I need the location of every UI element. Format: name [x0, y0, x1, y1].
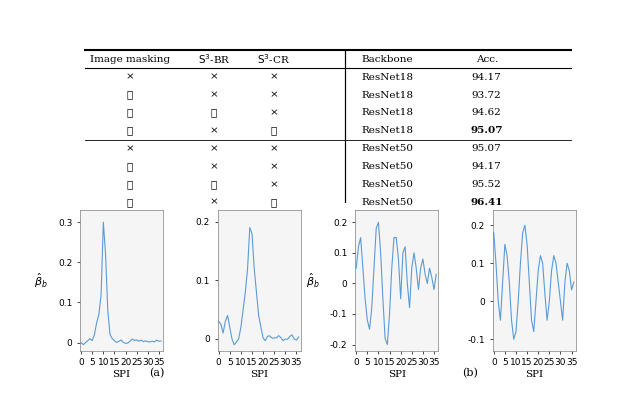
Text: 94.62: 94.62	[472, 108, 502, 117]
Text: ✓: ✓	[127, 162, 132, 171]
X-axis label: SPI: SPI	[525, 370, 543, 379]
Text: ×: ×	[209, 162, 218, 171]
Text: ×: ×	[269, 91, 278, 100]
Text: $\mathrm{S}^3$-BR: $\mathrm{S}^3$-BR	[198, 52, 230, 66]
Text: (a): (a)	[149, 368, 164, 378]
Text: ResNet18: ResNet18	[362, 108, 413, 117]
Text: ✓: ✓	[127, 198, 132, 207]
Text: ✓: ✓	[270, 126, 276, 135]
Text: ×: ×	[209, 91, 218, 100]
Text: ResNet50: ResNet50	[362, 180, 413, 189]
Text: ResNet50: ResNet50	[362, 144, 413, 153]
X-axis label: SPI: SPI	[113, 370, 131, 379]
Text: (b): (b)	[463, 368, 478, 378]
Text: ✓: ✓	[211, 180, 217, 189]
Text: ResNet18: ResNet18	[362, 91, 413, 100]
Text: ResNet50: ResNet50	[362, 162, 413, 171]
Text: ResNet18: ResNet18	[362, 72, 413, 82]
Text: ×: ×	[269, 144, 278, 153]
Text: ✓: ✓	[270, 198, 276, 207]
Text: ✓: ✓	[127, 91, 132, 100]
Text: ×: ×	[125, 144, 134, 153]
Text: ✓: ✓	[127, 108, 132, 117]
X-axis label: SPI: SPI	[388, 370, 406, 379]
Text: Acc.: Acc.	[476, 55, 498, 64]
Text: Image masking: Image masking	[90, 55, 170, 64]
Text: 94.17: 94.17	[472, 162, 502, 171]
Text: ×: ×	[269, 72, 278, 82]
Text: ×: ×	[269, 108, 278, 117]
Text: $\mathrm{S}^3$-CR: $\mathrm{S}^3$-CR	[257, 52, 290, 66]
Text: 95.07: 95.07	[472, 144, 502, 153]
Text: ×: ×	[209, 198, 218, 207]
Text: ResNet50: ResNet50	[362, 198, 413, 207]
Text: ✓: ✓	[127, 126, 132, 135]
Text: ×: ×	[209, 144, 218, 153]
Text: ✓: ✓	[211, 108, 217, 117]
Text: ×: ×	[125, 72, 134, 82]
Text: ×: ×	[269, 180, 278, 189]
Text: Backbone: Backbone	[362, 55, 413, 64]
Text: ×: ×	[209, 72, 218, 82]
X-axis label: SPI: SPI	[250, 370, 268, 379]
Text: 93.72: 93.72	[472, 91, 502, 100]
Y-axis label: $\hat{\beta}_b$: $\hat{\beta}_b$	[307, 271, 320, 290]
Text: 95.07: 95.07	[470, 126, 503, 135]
Text: ×: ×	[269, 162, 278, 171]
Text: 95.52: 95.52	[472, 180, 502, 189]
Text: ResNet18: ResNet18	[362, 126, 413, 135]
Text: ✓: ✓	[127, 180, 132, 189]
Text: 94.17: 94.17	[472, 72, 502, 82]
Text: ×: ×	[209, 126, 218, 135]
Text: 96.41: 96.41	[470, 198, 503, 207]
Y-axis label: $\hat{\beta}_b$: $\hat{\beta}_b$	[35, 271, 48, 290]
